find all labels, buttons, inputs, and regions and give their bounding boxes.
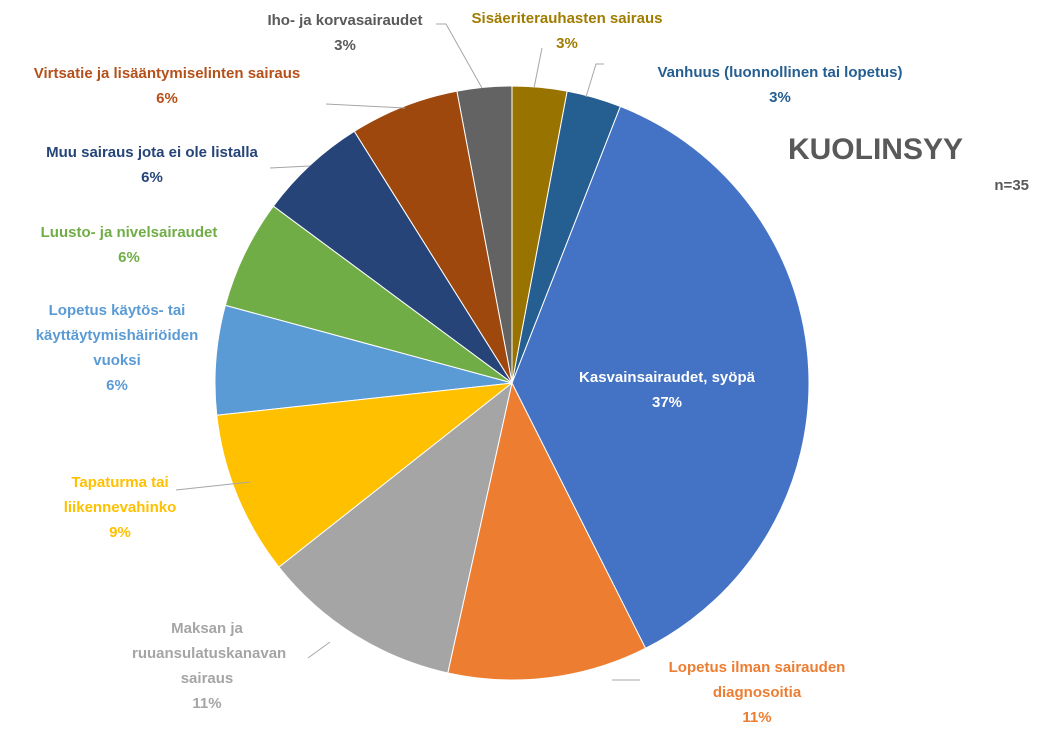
pie-slice xyxy=(278,381,513,674)
pie-slice xyxy=(511,105,810,649)
slice-label: Kasvainsairaudet, syöpä 37% xyxy=(557,365,777,415)
category-label: Lopetus ilman sairauden diagnosoitia xyxy=(668,659,846,701)
leader-line xyxy=(533,47,543,89)
value-label: 6% xyxy=(141,169,163,186)
slice-label: Vanhuus (luonnollinen tai lopetus) 3% xyxy=(620,60,940,110)
value-label: 3% xyxy=(334,37,356,54)
pie-slice xyxy=(511,85,568,384)
value-label: 6% xyxy=(156,90,178,107)
value-label: 11% xyxy=(192,695,222,712)
leader-line xyxy=(269,165,311,169)
category-label: Sisäeriterauhasten sairaus xyxy=(471,10,663,27)
pie-slice xyxy=(447,381,647,681)
category-label: Muu sairaus jota ei ole listalla xyxy=(46,144,258,161)
leader-line xyxy=(175,481,251,491)
value-label: 3% xyxy=(769,89,791,106)
leader-line xyxy=(307,641,331,659)
category-label: Tapaturma tai liikennevahinko xyxy=(63,474,177,516)
slice-label: Iho- ja korvasairaudet 3% xyxy=(235,8,455,58)
category-label: Kasvainsairaudet, syöpä xyxy=(579,369,755,386)
slice-label: Virtsatie ja lisääntymiselinten sairaus 6… xyxy=(2,61,332,111)
leader-line xyxy=(325,103,406,109)
category-label: Iho- ja korvasairaudet xyxy=(267,12,423,29)
category-label: Maksan ja ruuansulatuskanavan sairaus xyxy=(132,620,287,687)
slice-label: Sisäeriterauhasten sairaus 3% xyxy=(437,6,697,56)
leader-line xyxy=(436,23,483,89)
category-label: Luusto- ja nivelsairaudet xyxy=(40,224,218,241)
value-label: 9% xyxy=(109,524,131,541)
slice-label: Lopetus ilman sairauden diagnosoitia 11% xyxy=(637,655,877,729)
slice-label: Luusto- ja nivelsairaudet 6% xyxy=(9,220,249,270)
slice-label: Muu sairaus jota ei ole listalla 6% xyxy=(17,140,287,190)
chart-subtitle: n=35 xyxy=(994,177,1029,194)
slice-label: Tapaturma tai liikennevahinko 9% xyxy=(50,470,190,545)
value-label: 6% xyxy=(106,377,128,394)
leader-lines xyxy=(175,23,640,681)
value-label: 3% xyxy=(556,35,578,52)
slice-label: Lopetus käytös- tai käyttäytymishäiriöid… xyxy=(12,298,222,398)
slice-label: Maksan ja ruuansulatuskanavan sairaus 11% xyxy=(132,616,287,716)
pie-slice xyxy=(216,382,514,568)
value-label: 11% xyxy=(742,709,772,726)
value-label: 37% xyxy=(651,394,683,411)
category-label: Lopetus käytös- tai käyttäytymishäiriöid… xyxy=(35,302,199,369)
category-label: Virtsatie ja lisääntymiselinten sairaus xyxy=(33,65,301,82)
value-label: 6% xyxy=(118,249,140,266)
chart-title: KUOLINSYY xyxy=(787,133,963,166)
leader-line xyxy=(585,63,604,98)
category-label: Vanhuus (luonnollinen tai lopetus) xyxy=(657,64,903,81)
